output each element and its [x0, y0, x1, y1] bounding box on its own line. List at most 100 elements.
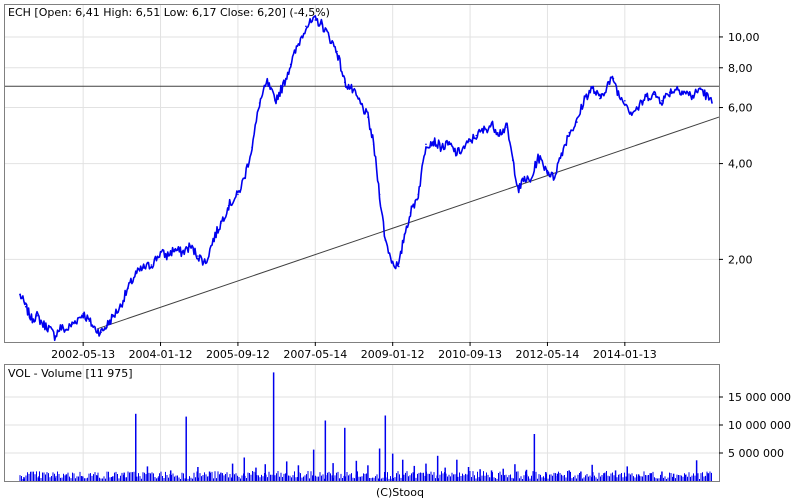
price-data-point [343, 81, 346, 84]
price-data-point [173, 248, 176, 251]
price-data-point [506, 126, 508, 129]
volume-bars [19, 372, 712, 481]
price-data-point [537, 156, 539, 158]
price-data-point [150, 264, 153, 266]
price-data-point [630, 111, 632, 113]
price-y-tick-label: 4,00 [728, 158, 753, 171]
price-data-point [142, 267, 145, 269]
price-data-point [552, 177, 555, 179]
price-data-point [607, 83, 609, 86]
price-x-tick-label: 2004-01-12 [129, 348, 193, 361]
footer-credit: (C)Stooq [376, 486, 424, 499]
price-data-point [645, 95, 648, 98]
price-data-point [258, 102, 261, 104]
price-data-point [583, 97, 586, 100]
volume-y-tick-label: 10 000 000 [728, 419, 791, 432]
price-data-point [463, 146, 466, 149]
price-data-point [403, 233, 406, 235]
price-x-tick-label: 2010-09-13 [438, 348, 502, 361]
price-data-point [511, 159, 514, 161]
price-data-point [197, 255, 199, 257]
price-grid [5, 5, 719, 342]
price-data-point [568, 131, 570, 134]
price-series-line [19, 15, 713, 342]
price-data-point [653, 93, 655, 96]
price-data-point [618, 95, 621, 98]
price-x-tick-label: 2014-01-13 [593, 348, 657, 361]
price-y-tick-label: 10,00 [728, 31, 760, 44]
price-data-point [336, 50, 338, 53]
price-data-point [560, 152, 563, 155]
price-data-point [30, 318, 33, 320]
price-data-point [699, 87, 702, 89]
price-data-point [367, 116, 369, 118]
volume-y-tick-label: 5 000 000 [728, 447, 784, 460]
price-data-point [24, 305, 27, 308]
price-data-point [71, 323, 73, 326]
price-data-point [165, 255, 168, 257]
price-data-point [53, 335, 56, 337]
price-data-point [599, 97, 601, 100]
price-data-point [314, 19, 317, 21]
price-data-point [591, 87, 593, 89]
volume-y-axis: 15 000 000 10 000 000 5 000 000 [719, 391, 791, 460]
price-data-point [517, 189, 520, 191]
price-data-point [181, 251, 184, 254]
price-data-point [94, 328, 96, 330]
price-data-point [320, 23, 323, 25]
price-data-point [212, 239, 214, 241]
price-data-point [440, 146, 443, 149]
price-data-point [88, 320, 91, 322]
price-data-point [59, 326, 62, 329]
price-data-point [204, 262, 207, 264]
price-data-point [691, 95, 694, 98]
price-x-tick-label: 2002-05-13 [51, 348, 115, 361]
price-data-point [227, 204, 230, 207]
price-data-point [469, 140, 471, 143]
price-data-point [498, 131, 501, 134]
price-data-point [134, 273, 137, 275]
price-data-point [612, 77, 615, 80]
price-data-point [425, 143, 427, 146]
price-data-point [297, 43, 300, 45]
price-x-tick-label: 2007-05-14 [283, 348, 347, 361]
price-data-point [243, 177, 246, 179]
price-data-point [351, 89, 354, 91]
price-x-axis: 2002-05-13 2004-01-12 2005-09-12 2007-05-14… [51, 342, 657, 361]
price-data-point [417, 193, 420, 196]
price-data-point [391, 262, 394, 264]
price-data-point [624, 100, 626, 102]
price-data-point [47, 326, 50, 329]
price-data-point [119, 305, 122, 308]
price-data-point [676, 87, 678, 89]
volume-plot-frame [4, 364, 720, 482]
price-panel-title: ECH [Open: 6,41 High: 6,51 Low: 6,17 Clo… [8, 6, 330, 19]
price-data-point [305, 25, 307, 28]
price-data-point [111, 316, 114, 318]
price-data-point [65, 329, 68, 331]
price-data-point [475, 134, 478, 137]
price-x-tick-label: 2009-01-12 [361, 348, 425, 361]
price-data-point [100, 331, 102, 334]
price-y-tick-label: 6,00 [728, 102, 753, 115]
price-data-point [432, 140, 435, 143]
price-data-point [448, 143, 450, 146]
price-y-tick-label: 8,00 [728, 62, 753, 75]
price-data-point [127, 287, 129, 290]
price-data-point [328, 36, 331, 38]
price-data-point [576, 121, 578, 123]
price-data-point [359, 102, 361, 104]
price-data-point [668, 91, 671, 94]
price-panel: ECH [Open: 6,41 High: 6,51 Low: 6,17 Clo… [4, 4, 760, 361]
price-data-point [684, 91, 686, 94]
price-data-point [456, 152, 458, 155]
price-data-point [105, 324, 108, 327]
price-data-point [251, 146, 253, 149]
price-data-point [189, 245, 191, 247]
price-data-point [159, 251, 162, 254]
price-data-point [546, 169, 549, 172]
price-data-point [523, 177, 526, 179]
price-data-point [289, 63, 292, 66]
price-series [19, 15, 713, 342]
